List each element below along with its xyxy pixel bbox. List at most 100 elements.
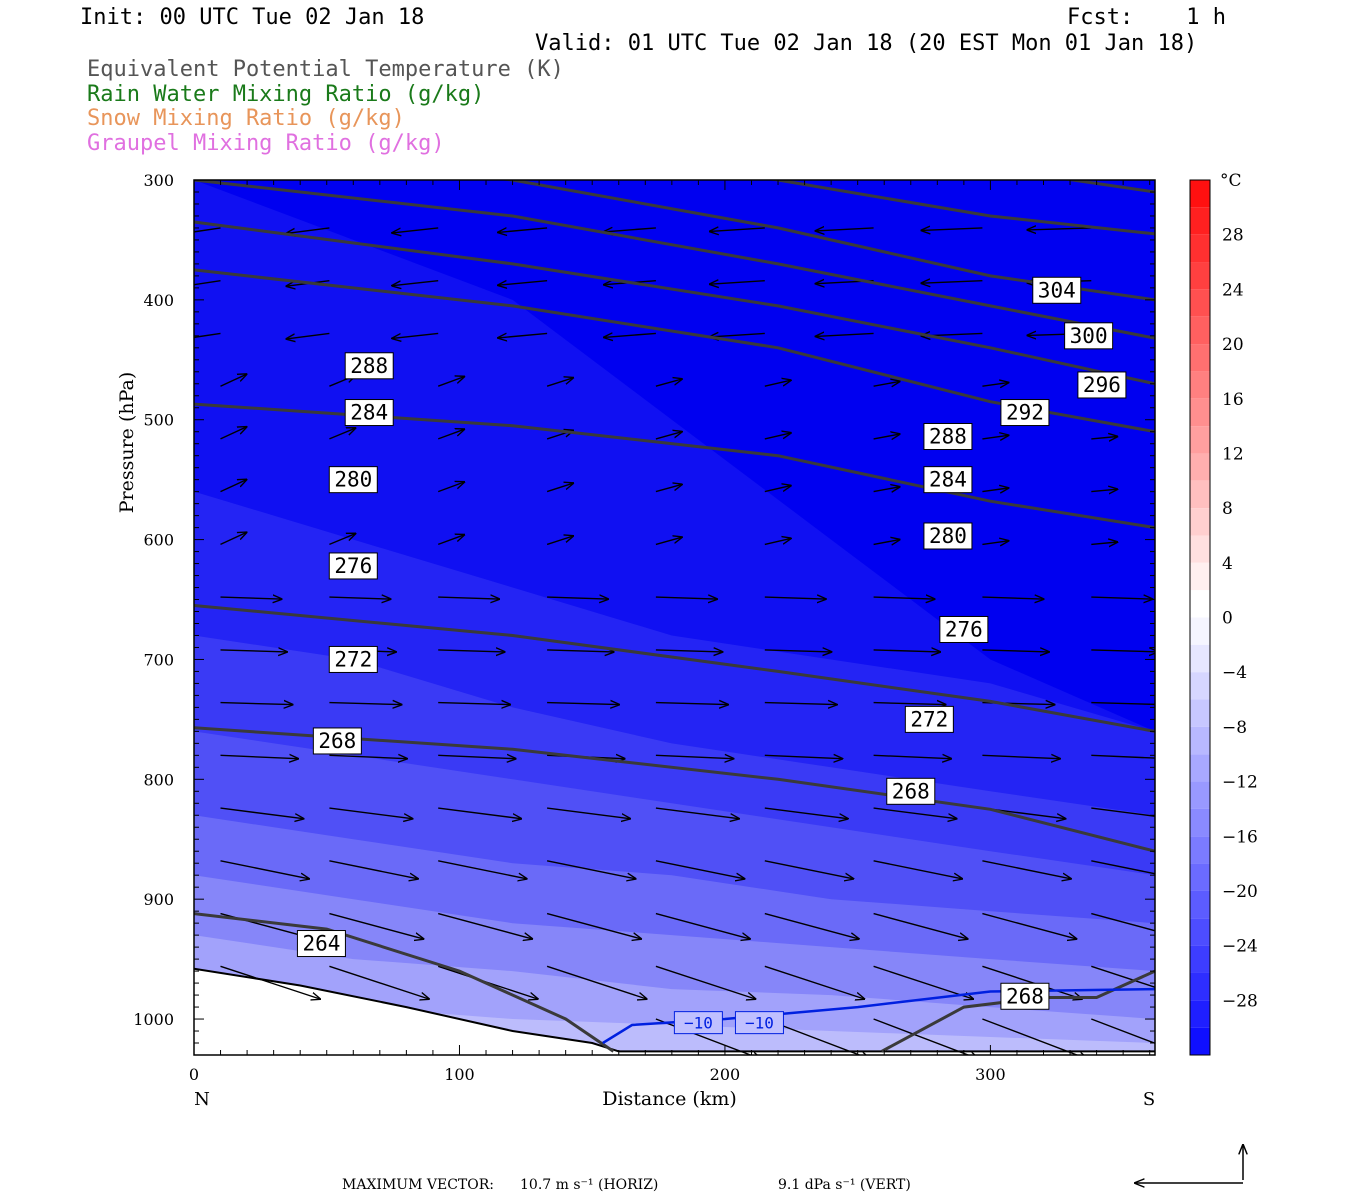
colorbar-segment — [1190, 316, 1210, 345]
plot-frame — [193, 179, 1156, 1056]
wind-vector — [194, 332, 221, 339]
wind-vector — [873, 965, 974, 999]
contour-label-box — [886, 777, 936, 805]
colorbar-segment — [1190, 180, 1210, 208]
wind-vector — [873, 434, 900, 439]
wind-vector — [873, 381, 900, 386]
colorbar-tick-label: 16 — [1222, 390, 1244, 410]
colorbar-tick-label: −24 — [1222, 937, 1258, 957]
wind-vector — [329, 534, 355, 546]
wind-vector — [220, 480, 247, 493]
wind-vector — [982, 965, 1082, 999]
contour-label-box — [344, 352, 394, 380]
contour-label-box — [344, 399, 394, 427]
colorbar-segment — [1190, 207, 1210, 235]
wind-vector — [546, 378, 573, 387]
contour-label: 268 — [318, 729, 356, 753]
y-tick-label: 700 — [143, 650, 174, 669]
wind-vector — [873, 540, 900, 545]
colorbar-segment — [1190, 371, 1210, 399]
max-vector-label: MAXIMUM VECTOR: — [342, 1177, 494, 1193]
wind-vector — [710, 228, 765, 232]
contour-label-box — [1077, 371, 1127, 399]
colorbar-segment — [1190, 480, 1210, 509]
wind-vector — [498, 333, 548, 338]
contour-label: 272 — [910, 707, 948, 731]
wind-vector — [764, 380, 791, 387]
wind-vector — [655, 807, 739, 819]
wind-vector — [764, 433, 791, 440]
wind-vector — [655, 484, 682, 493]
contour-label-box — [328, 552, 378, 580]
colorbar-segment — [1190, 781, 1210, 809]
wind-vector — [873, 860, 963, 879]
valid-time: Valid: 01 UTC Tue 02 Jan 18 (20 EST Mon … — [535, 31, 1198, 56]
colorbar-tick-label: 20 — [1222, 335, 1244, 355]
wind-vector — [655, 1018, 761, 1055]
colorbar-tick-label: −16 — [1222, 827, 1258, 847]
wind-vector — [194, 227, 221, 233]
minus10-label-box — [734, 1011, 784, 1035]
wind-vector — [547, 703, 619, 705]
wind-vector — [392, 332, 439, 338]
wind-vector — [438, 597, 499, 599]
y-tick-label: 900 — [143, 890, 174, 909]
wind-vector — [1091, 542, 1117, 544]
wind-vector — [873, 755, 952, 758]
x-axis-label: Distance (km) — [602, 1088, 737, 1110]
contour-label: 272 — [334, 647, 372, 671]
contour-label-box — [939, 615, 989, 643]
contour-label: 304 — [1038, 278, 1076, 302]
colorbar-segment — [1190, 234, 1210, 263]
contour-label: 264 — [302, 932, 340, 956]
colorbar-tick-label: −8 — [1222, 718, 1247, 738]
colorbar-segment — [1190, 289, 1210, 317]
wind-vector — [1091, 754, 1155, 759]
wind-vector — [1091, 1018, 1155, 1045]
temperature-shading — [194, 180, 1155, 1055]
wind-vector — [438, 912, 532, 939]
contour-label-box — [1032, 276, 1082, 304]
x-tick-label: 0 — [189, 1065, 199, 1084]
theta-e-contour — [194, 726, 1155, 853]
contour-label: 280 — [334, 468, 372, 492]
colorbar-tick-label: 4 — [1222, 554, 1233, 574]
wind-vector — [438, 807, 521, 819]
wind-vector — [873, 807, 957, 819]
contour-label-box — [328, 645, 378, 673]
wind-vector — [982, 912, 1076, 939]
colorbar-segment — [1190, 808, 1210, 837]
wind-vector — [329, 703, 401, 705]
wind-vector — [329, 912, 423, 939]
wind-vector — [286, 227, 330, 234]
colorbar-segment — [1190, 535, 1210, 563]
contour-label: 284 — [929, 468, 967, 492]
y-axis-label: Pressure (hPa) — [116, 372, 138, 514]
legend-rain: Rain Water Mixing Ratio (g/kg) — [87, 82, 485, 107]
wind-vector — [220, 650, 288, 652]
colorbar-segment — [1190, 426, 1210, 454]
colorbar-segment — [1190, 1027, 1210, 1055]
x-end-label-north: N — [194, 1089, 210, 1110]
wind-vector — [547, 650, 614, 652]
wind-vector — [220, 532, 247, 546]
theta-e-contour — [1062, 180, 1155, 194]
colorbar-segment — [1190, 836, 1210, 864]
theta-e-contour — [194, 220, 1155, 386]
theta-e-contour — [194, 604, 1155, 733]
wind-vector — [655, 537, 682, 546]
wind-vector — [921, 281, 983, 284]
colorbar-segment — [1190, 699, 1210, 727]
wind-vector — [982, 860, 1071, 879]
contour-label: 276 — [334, 554, 372, 578]
colorbar-frame — [1189, 179, 1211, 1056]
wind-vector — [982, 488, 1008, 492]
y-tick-label: 1000 — [133, 1010, 174, 1029]
wind-vector — [982, 383, 1008, 387]
colorbar-tick-label: 24 — [1222, 280, 1244, 300]
wind-vector — [438, 755, 516, 758]
contour-label: 268 — [1006, 984, 1044, 1008]
wind-vector — [655, 379, 682, 387]
theta-e-contour — [194, 912, 615, 1053]
